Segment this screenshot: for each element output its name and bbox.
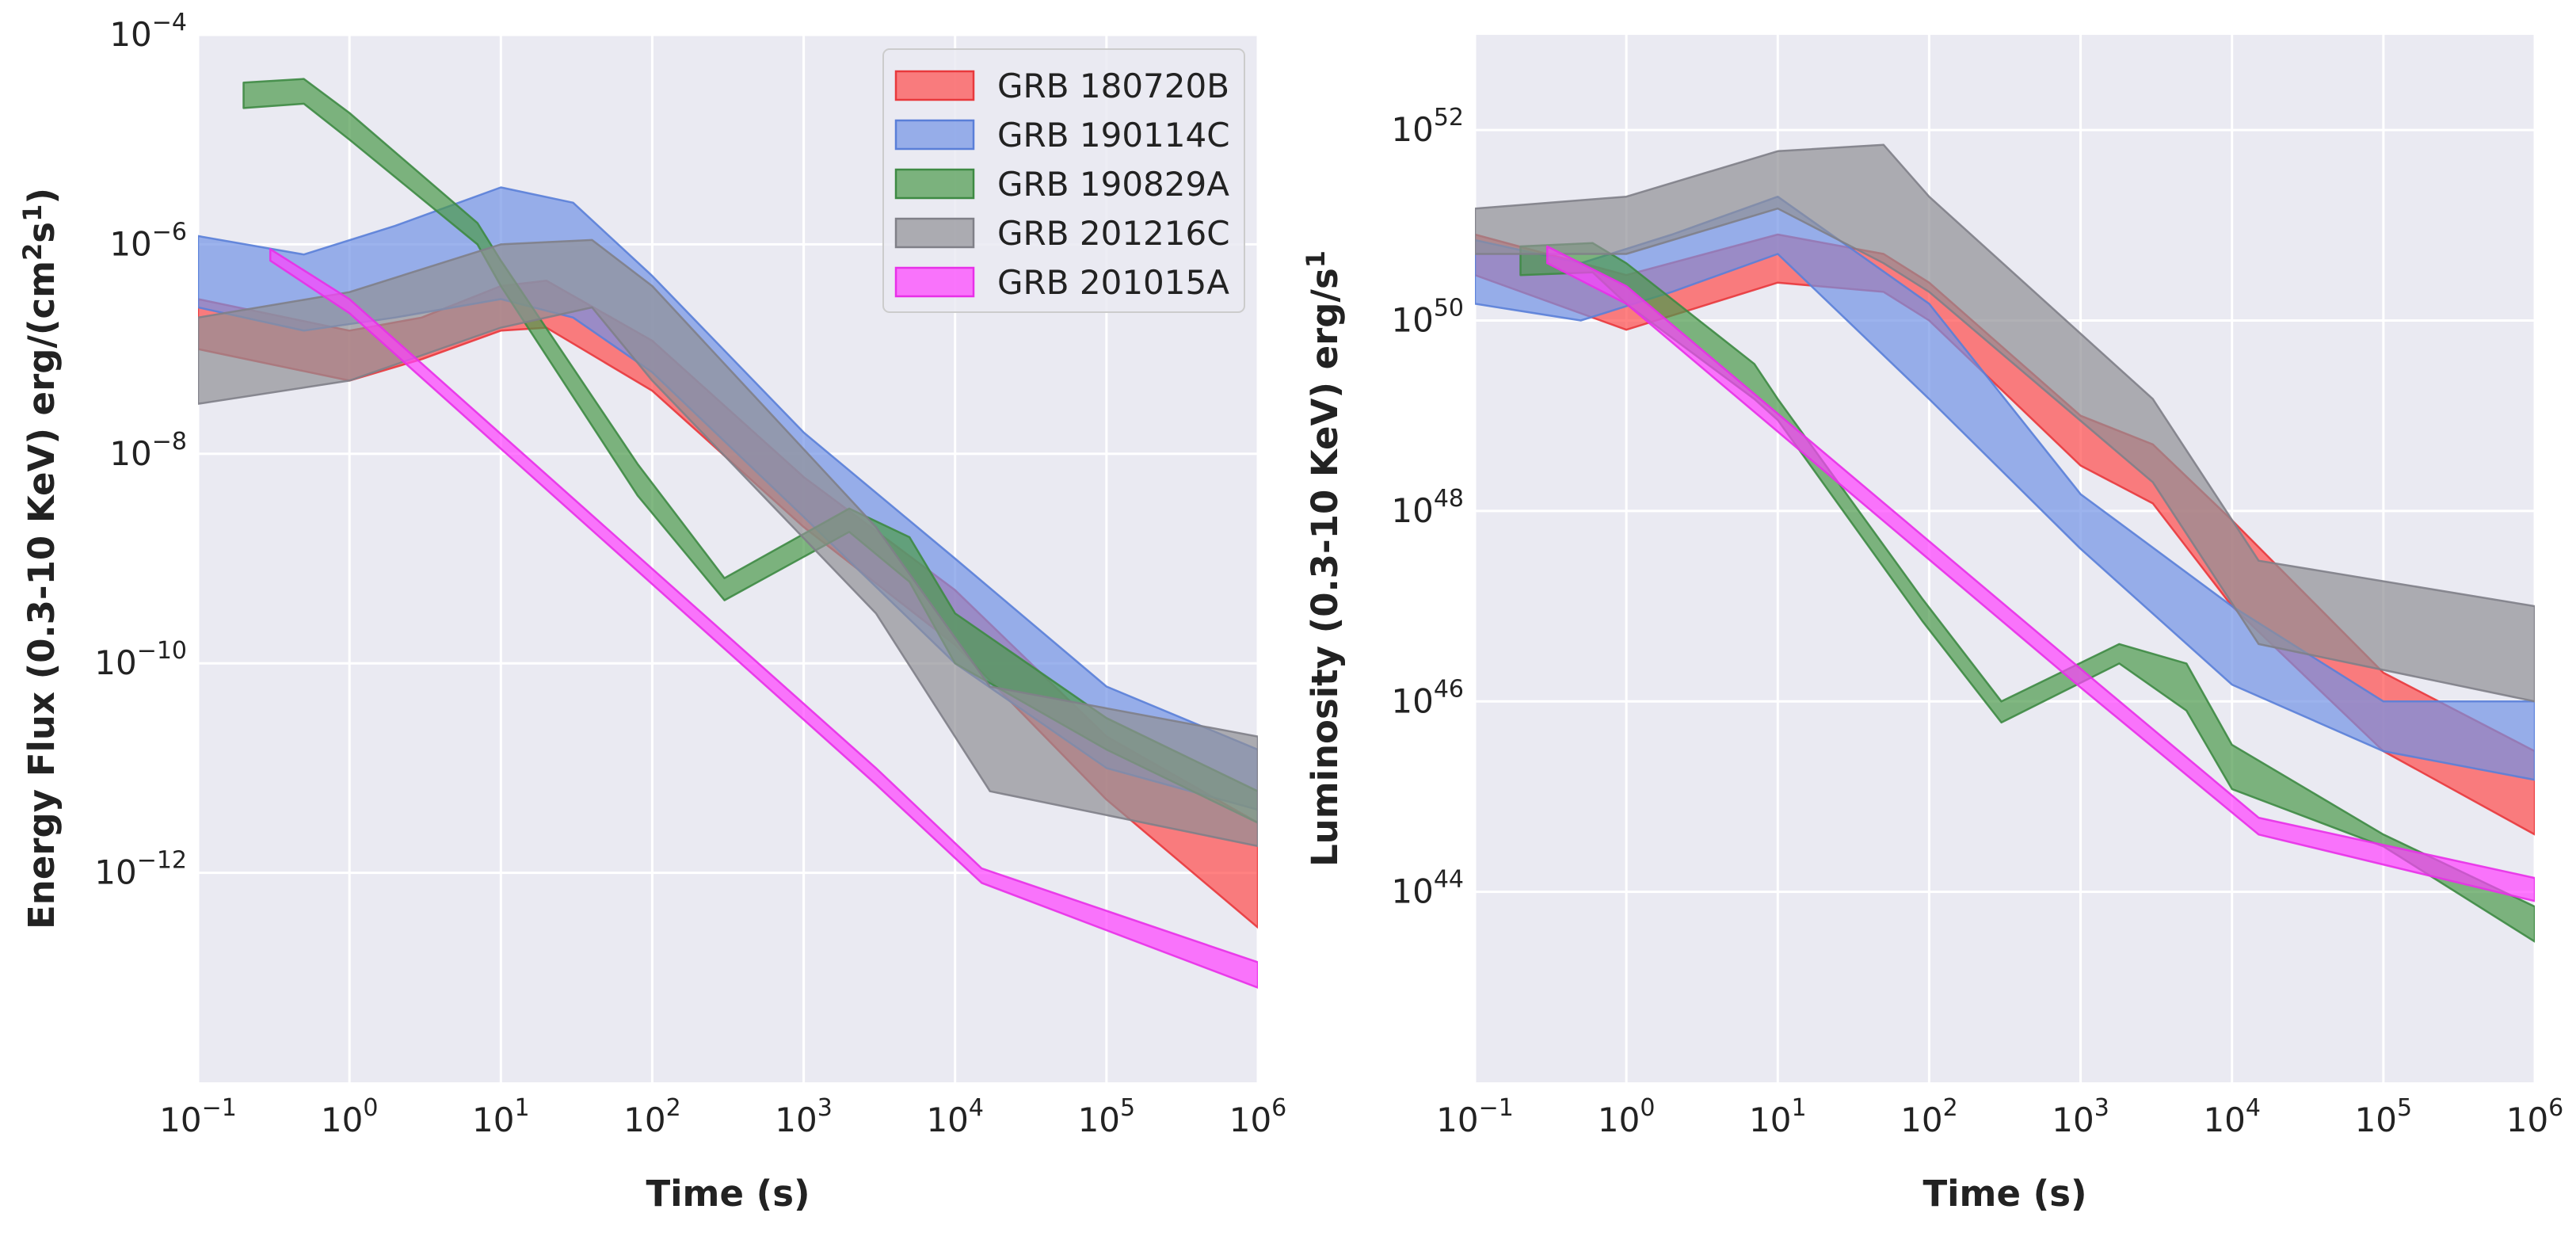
y-tick-label: 1048 [1391,485,1464,530]
x-tick-label: 105 [2355,1094,2413,1139]
x-tick-label: 105 [1078,1094,1136,1139]
legend-label: GRB 201216C [997,214,1230,253]
legend-swatch-grb-201216c [894,217,975,249]
y-tick-label: 1044 [1391,866,1464,911]
plot-background [1475,35,2535,1082]
band-grb-201015a [1545,245,2535,902]
x-tick-label: 10−1 [159,1094,237,1139]
legend-label: GRB 180720B [997,67,1229,105]
y-tick-label: 1046 [1391,675,1464,720]
band-grb-201216c [1475,143,2535,703]
y-tick-label: 1050 [1391,295,1464,340]
x-axis-title: Time (s) [646,1173,810,1215]
legend-label: GRB 190829A [997,165,1229,204]
legend-item: GRB 180720B [894,67,1229,105]
chart-left: 10−1 100 101 102 103 104 105 106 10−4 10−6 10−8 10−… [17,9,1286,1215]
y-tick-label: 10−4 [109,9,187,54]
y-tick-label: 1052 [1391,104,1464,149]
y-tick-label: 10−10 [94,637,187,682]
legend-label: GRB 201015A [997,263,1229,302]
y-tick-label: 10−8 [109,428,187,473]
x-tick-label: 101 [1749,1094,1807,1139]
band-grb-201015a [269,248,1258,989]
x-tick-label: 10−1 [1436,1094,1514,1139]
x-tick-label: 106 [1229,1094,1287,1139]
y-tick-label: 10−12 [94,847,187,892]
x-tick-label: 102 [623,1094,681,1139]
x-tick-label: 100 [321,1094,379,1139]
series-group [198,78,1258,989]
legend-swatch-grb-180720b [894,70,975,101]
series-group [1475,143,2535,943]
legend: GRB 180720B GRB 190114C GRB 190829A GRB 201… [882,48,1245,313]
legend-label: GRB 190114C [997,116,1230,154]
x-tick-label: 104 [2203,1094,2261,1139]
legend-swatch-grb-190829a [894,168,975,200]
x-axis-title: Time (s) [1922,1173,2086,1215]
legend-item: GRB 201216C [894,214,1230,253]
legend-item: GRB 190829A [894,165,1229,204]
band-grb-201216c [198,238,1258,848]
legend-swatch-grb-201015a [894,266,975,298]
x-tick-label: 106 [2506,1094,2564,1139]
x-tick-label: 103 [775,1094,833,1139]
y-tick-label: 10−6 [109,218,187,263]
x-tick-label: 101 [472,1094,530,1139]
legend-item: GRB 201015A [894,263,1229,302]
x-tick-label: 104 [926,1094,984,1139]
legend-swatch-grb-190114c [894,119,975,151]
legend-item: GRB 190114C [894,116,1230,154]
y-axis-title: Luminosity (0.3-10 KeV) erg/s1 [1301,250,1346,867]
x-tick-label: 102 [1900,1094,1958,1139]
x-tick-label: 103 [2052,1094,2109,1139]
chart-right: 10−1 100 101 102 103 104 105 106 1052 1050 1048 104… [1301,35,2563,1215]
y-axis-title: Energy Flux (0.3-10 KeV) erg/(cm2s1) [17,188,63,929]
x-tick-label: 100 [1598,1094,1656,1139]
